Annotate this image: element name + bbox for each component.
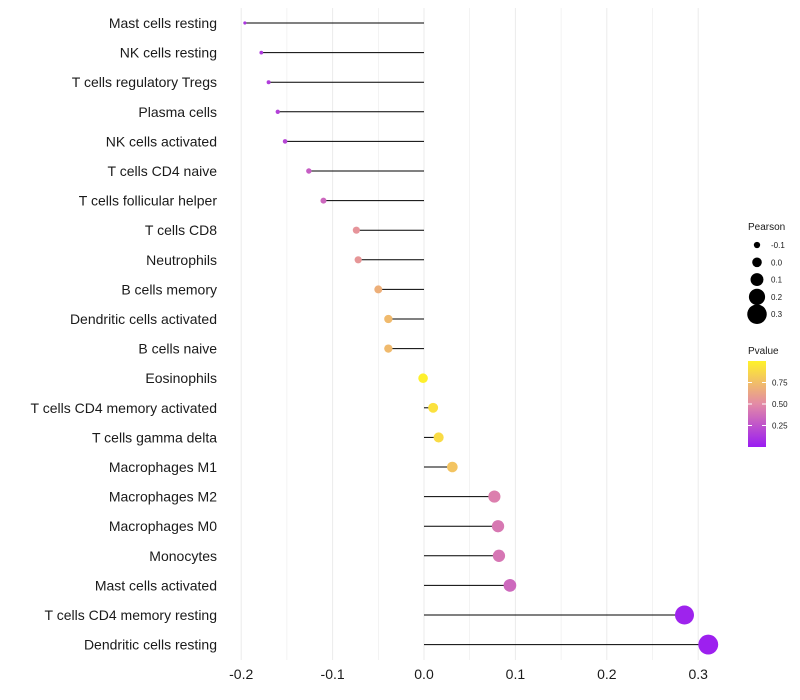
pvalue-colorbar (748, 361, 766, 447)
data-point (275, 109, 280, 114)
category-label: T cells gamma delta (92, 429, 217, 445)
data-point (674, 605, 694, 625)
size-legend-key (753, 241, 761, 249)
category-label: T cells regulatory Tregs (72, 74, 217, 90)
pearson-size-legend: Pearson -0.1 0.0 0.1 0.2 0.3 (747, 222, 785, 324)
size-legend-key (747, 304, 767, 324)
data-point (266, 80, 271, 85)
category-label: Eosinophils (145, 370, 217, 386)
pearson-legend-title: Pearson (748, 222, 785, 233)
gridlines (240, 8, 699, 660)
y-axis-labels: Mast cells resting NK cells resting T cell… (31, 15, 218, 653)
category-label: Macrophages M2 (109, 489, 217, 505)
size-legend-key (750, 273, 764, 287)
x-tick-label: 0.1 (506, 666, 526, 682)
category-label: Dendritic cells activated (70, 311, 217, 327)
data-point (282, 139, 288, 144)
category-label: NK cells activated (106, 133, 217, 149)
x-tick-label: -0.1 (321, 666, 345, 682)
data-point (433, 432, 444, 443)
size-legend-key (748, 288, 766, 305)
data-point (384, 314, 393, 324)
data-point (374, 285, 383, 294)
category-label: T cells CD4 memory resting (45, 607, 217, 623)
category-label: T cells CD8 (145, 222, 217, 238)
data-point (698, 634, 719, 655)
category-label: Macrophages M1 (109, 459, 217, 475)
category-label: Dendritic cells resting (84, 637, 217, 653)
category-label: Neutrophils (146, 252, 217, 268)
x-tick-label: 0.2 (597, 666, 617, 682)
data-point (491, 520, 505, 533)
data-point (492, 549, 506, 562)
category-label: T cells CD4 memory activated (31, 400, 217, 416)
category-label: NK cells resting (120, 45, 217, 61)
size-legend-label: 0.3 (771, 310, 783, 319)
data-point (447, 461, 458, 473)
data-point (418, 373, 428, 383)
data-point (243, 21, 247, 25)
data-point (428, 402, 439, 413)
data-point (384, 344, 393, 353)
x-tick-label: -0.2 (229, 666, 253, 682)
category-label: Mast cells activated (95, 577, 217, 593)
data-point (306, 168, 312, 174)
stems (244, 22, 709, 646)
category-label: B cells memory (121, 281, 217, 297)
x-tick-label: 0.3 (688, 666, 708, 682)
category-label: Plasma cells (138, 104, 217, 120)
colorbar-label: 0.25 (772, 422, 788, 431)
pvalue-color-legend: Pvalue 0.75 0.50 0.25 (748, 346, 788, 447)
data-point (354, 256, 362, 264)
size-legend-label: -0.1 (771, 241, 785, 250)
data-point (503, 579, 517, 592)
category-label: Macrophages M0 (109, 518, 217, 534)
points (243, 21, 719, 655)
size-legend-key (752, 257, 762, 268)
colorbar-label: 0.50 (772, 400, 788, 409)
category-label: T cells follicular helper (79, 193, 218, 209)
category-label: B cells naive (138, 341, 217, 357)
category-label: Mast cells resting (109, 15, 217, 31)
data-point (320, 197, 327, 204)
size-legend-label: 0.1 (771, 276, 783, 285)
category-label: Monocytes (149, 548, 217, 564)
colorbar-label: 0.75 (772, 379, 788, 388)
data-point (352, 226, 360, 234)
category-label: T cells CD4 naive (108, 163, 218, 179)
data-point (259, 50, 264, 55)
pvalue-legend-title: Pvalue (748, 346, 779, 357)
x-axis-tick-labels: -0.2 -0.1 0.0 0.1 0.2 0.3 (229, 666, 708, 682)
x-tick-label: 0.0 (414, 666, 434, 682)
size-legend-label: 0.2 (771, 293, 783, 302)
data-point (488, 490, 501, 503)
size-legend-label: 0.0 (771, 258, 783, 267)
